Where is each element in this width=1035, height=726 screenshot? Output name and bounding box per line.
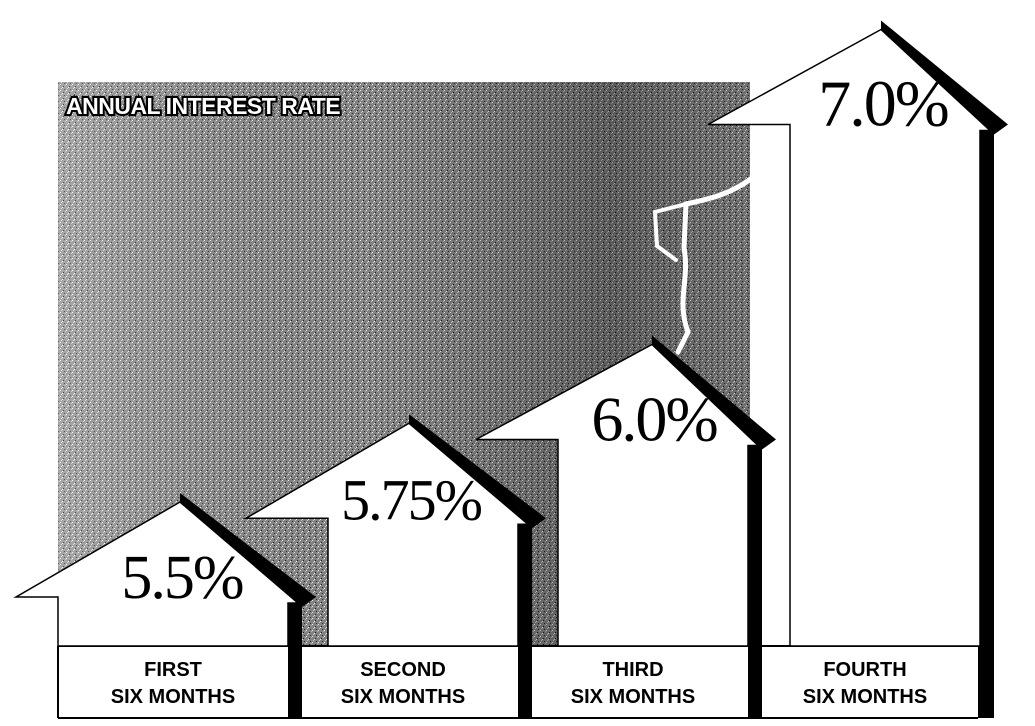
bar-shadow [881,20,1008,718]
category-label: FOURTH [823,659,906,681]
bars-layer: 5.5% FIRST SIX MONTHS 5.75% SECOND SIX MONTHS… [13,20,1008,718]
category-label: FIRST [144,659,202,681]
column-divider [750,646,761,718]
value-label: 7.0% [818,68,948,141]
bar-shadow [652,335,776,718]
bar-body [707,28,992,647]
value-label: 5.75% [341,467,482,532]
bar-body [243,422,531,647]
column-divider [978,646,989,718]
value-label: 6.0% [591,384,717,455]
category-label: SIX MONTHS [571,686,695,708]
category-label: SECOND [360,659,446,681]
column-divider [288,646,299,718]
column-divider [518,646,529,718]
bar-body [13,501,301,647]
bar-2: 5.75% SECOND SIX MONTHS [243,414,546,718]
bar-body [475,343,760,647]
category-label: SIX MONTHS [341,686,465,708]
bar-3: 6.0% THIRD SIX MONTHS [475,335,776,718]
category-label: THIRD [602,659,663,681]
bar-1: 5.5% FIRST SIX MONTHS [13,493,316,718]
value-label: 5.5% [121,544,243,612]
category-label: SIX MONTHS [803,686,927,708]
branch-decoration [675,175,755,355]
chart-title: ANNUAL INTEREST RATE [66,93,340,119]
bar-4: 7.0% FOURTH SIX MONTHS [707,20,1008,718]
category-label: SIX MONTHS [111,686,235,708]
